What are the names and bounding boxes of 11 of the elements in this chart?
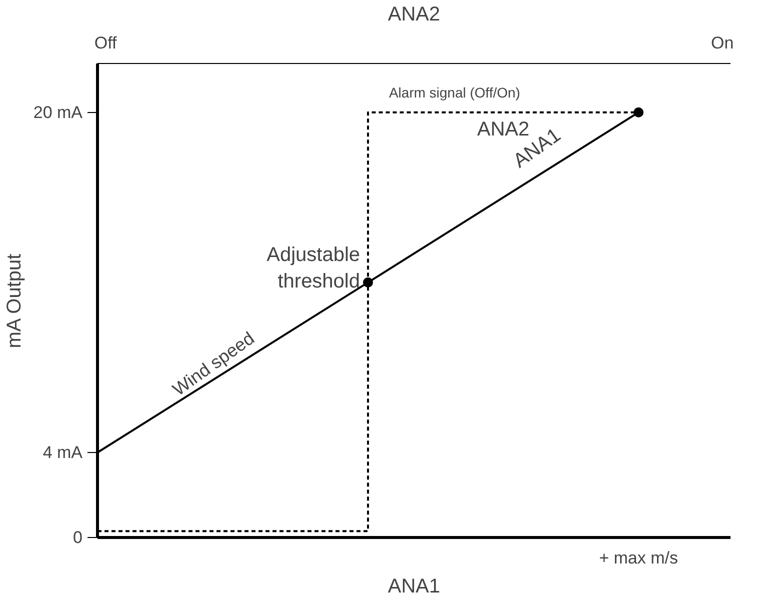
x2-axis-title: ANA2: [388, 4, 440, 26]
annotation: Alarm signal (Off/On): [388, 84, 520, 100]
y-tick-label: 0: [73, 528, 83, 547]
annotation: Adjustable threshold: [266, 244, 360, 293]
y-tick-label: 4 mA: [42, 442, 84, 462]
x-axis-title: ANA1: [388, 576, 440, 598]
text: + max m/s: [599, 548, 678, 568]
text: On: [711, 34, 734, 52]
text: Off: [94, 34, 118, 52]
y-tick-label: 20 mA: [33, 102, 84, 122]
y-axis-title: mA Output: [3, 253, 26, 348]
